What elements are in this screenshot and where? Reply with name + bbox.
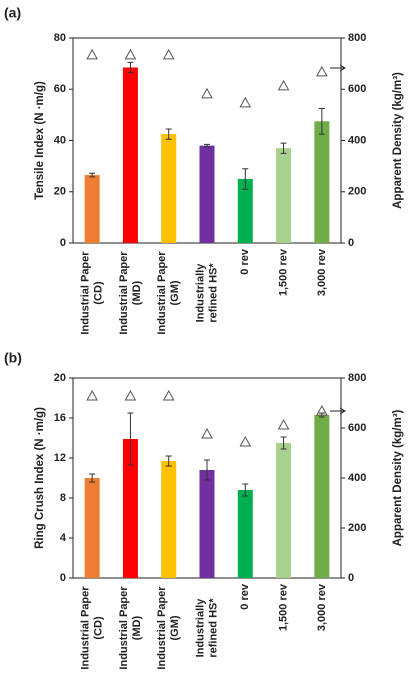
y-tick-label: 12 bbox=[54, 452, 66, 464]
arrow bbox=[330, 407, 346, 415]
x-tick-label: 1,500 rev bbox=[277, 583, 289, 631]
bar bbox=[161, 461, 177, 578]
x-tick-label: Industrially bbox=[194, 598, 206, 658]
error-bar bbox=[127, 61, 134, 74]
x-tick-label: 3,000 rev bbox=[316, 248, 328, 296]
bar bbox=[276, 148, 292, 243]
y-tick-label: 20 bbox=[54, 372, 66, 384]
x-tick-label: Industrial Paper bbox=[156, 586, 168, 670]
y2-tick-label: 0 bbox=[348, 572, 354, 584]
y2-axis-label: Apparent Density (kg/m³) bbox=[392, 72, 404, 209]
density-marker bbox=[277, 418, 290, 430]
y-tick-label: 8 bbox=[60, 492, 66, 504]
density-marker bbox=[316, 65, 328, 77]
y2-tick-label: 800 bbox=[348, 372, 366, 384]
x-tick-label: 0 rev bbox=[239, 248, 251, 275]
y-tick-label: 0 bbox=[60, 572, 66, 584]
bar bbox=[199, 470, 215, 578]
error-bar bbox=[242, 483, 249, 497]
bar bbox=[237, 490, 253, 578]
error-bar bbox=[89, 172, 96, 178]
y-tick-label: 0 bbox=[60, 237, 66, 249]
error-bar bbox=[242, 168, 249, 190]
x-tick-label: Industrial Paper bbox=[156, 251, 168, 335]
x-tick-label: 1,500 rev bbox=[277, 248, 289, 296]
bar bbox=[199, 145, 215, 243]
x-tick-label: (GM) bbox=[169, 615, 181, 640]
y-tick-label: 80 bbox=[54, 32, 66, 44]
bar bbox=[84, 175, 100, 243]
error-bar bbox=[165, 455, 172, 467]
x-tick-label: Industrially bbox=[194, 263, 206, 323]
error-bar bbox=[165, 128, 172, 140]
x-tick-label: Industrial Paper bbox=[118, 586, 130, 670]
error-bar bbox=[204, 459, 210, 481]
y2-tick-label: 600 bbox=[348, 422, 366, 434]
y-tick-label: 60 bbox=[54, 83, 66, 95]
x-tick-label: (CD) bbox=[93, 616, 105, 640]
y2-tick-label: 400 bbox=[348, 134, 366, 146]
bar bbox=[314, 121, 330, 243]
bar bbox=[122, 439, 138, 578]
x-tick-label: refined HS* bbox=[207, 598, 219, 658]
error-bar bbox=[318, 107, 325, 135]
y-tick-label: 20 bbox=[54, 186, 66, 198]
y2-tick-label: 200 bbox=[348, 522, 366, 534]
y2-tick-label: 0 bbox=[348, 237, 354, 249]
density-marker bbox=[239, 96, 252, 108]
bar bbox=[237, 178, 253, 243]
y-tick-label: 40 bbox=[54, 134, 66, 146]
error-bar bbox=[280, 142, 287, 154]
density-marker bbox=[201, 427, 213, 439]
y2-tick-label: 600 bbox=[348, 83, 366, 95]
x-tick-label: (CD) bbox=[93, 281, 105, 305]
panel-label: (b) bbox=[4, 350, 22, 366]
bar bbox=[314, 415, 330, 578]
y-tick-label: 16 bbox=[54, 412, 66, 424]
bar bbox=[276, 443, 292, 578]
bar bbox=[122, 67, 138, 243]
x-tick-label: Industrial Paper bbox=[80, 586, 92, 670]
y-tick-label: 4 bbox=[60, 532, 67, 544]
error-bar bbox=[89, 473, 96, 483]
density-marker bbox=[124, 48, 137, 60]
arrow bbox=[330, 64, 346, 72]
x-tick-label: Industrial Paper bbox=[80, 251, 92, 335]
error-bar bbox=[280, 436, 287, 450]
y-axis-label: Ring Crush Index (N ·m/g) bbox=[34, 407, 46, 549]
x-tick-label: Industrial Paper bbox=[118, 251, 130, 335]
y2-tick-label: 200 bbox=[348, 186, 366, 198]
x-tick-label: (MD) bbox=[131, 280, 143, 305]
error-bar bbox=[127, 412, 134, 466]
y-axis-label: Tensile Index (N ·m/g) bbox=[34, 81, 46, 200]
x-tick-label: 3,000 rev bbox=[316, 583, 328, 631]
y2-tick-label: 800 bbox=[348, 32, 366, 44]
density-marker bbox=[162, 48, 175, 60]
density-marker bbox=[277, 79, 290, 91]
y2-tick-label: 400 bbox=[348, 472, 366, 484]
x-tick-label: (MD) bbox=[131, 615, 143, 640]
density-marker bbox=[162, 389, 175, 401]
x-tick-label: refined HS* bbox=[207, 263, 219, 323]
density-marker bbox=[239, 435, 252, 447]
density-marker bbox=[86, 48, 98, 60]
density-marker bbox=[201, 87, 213, 99]
bar bbox=[84, 478, 100, 578]
bar bbox=[161, 134, 177, 243]
x-tick-label: (GM) bbox=[169, 280, 181, 305]
y2-axis-label: Apparent Density (kg/m³) bbox=[392, 409, 404, 546]
density-marker bbox=[316, 404, 328, 416]
error-bar bbox=[204, 143, 210, 148]
x-tick-label: 0 rev bbox=[239, 583, 251, 610]
panel-label: (a) bbox=[4, 5, 21, 21]
density-marker bbox=[86, 389, 98, 401]
density-marker bbox=[124, 389, 137, 401]
